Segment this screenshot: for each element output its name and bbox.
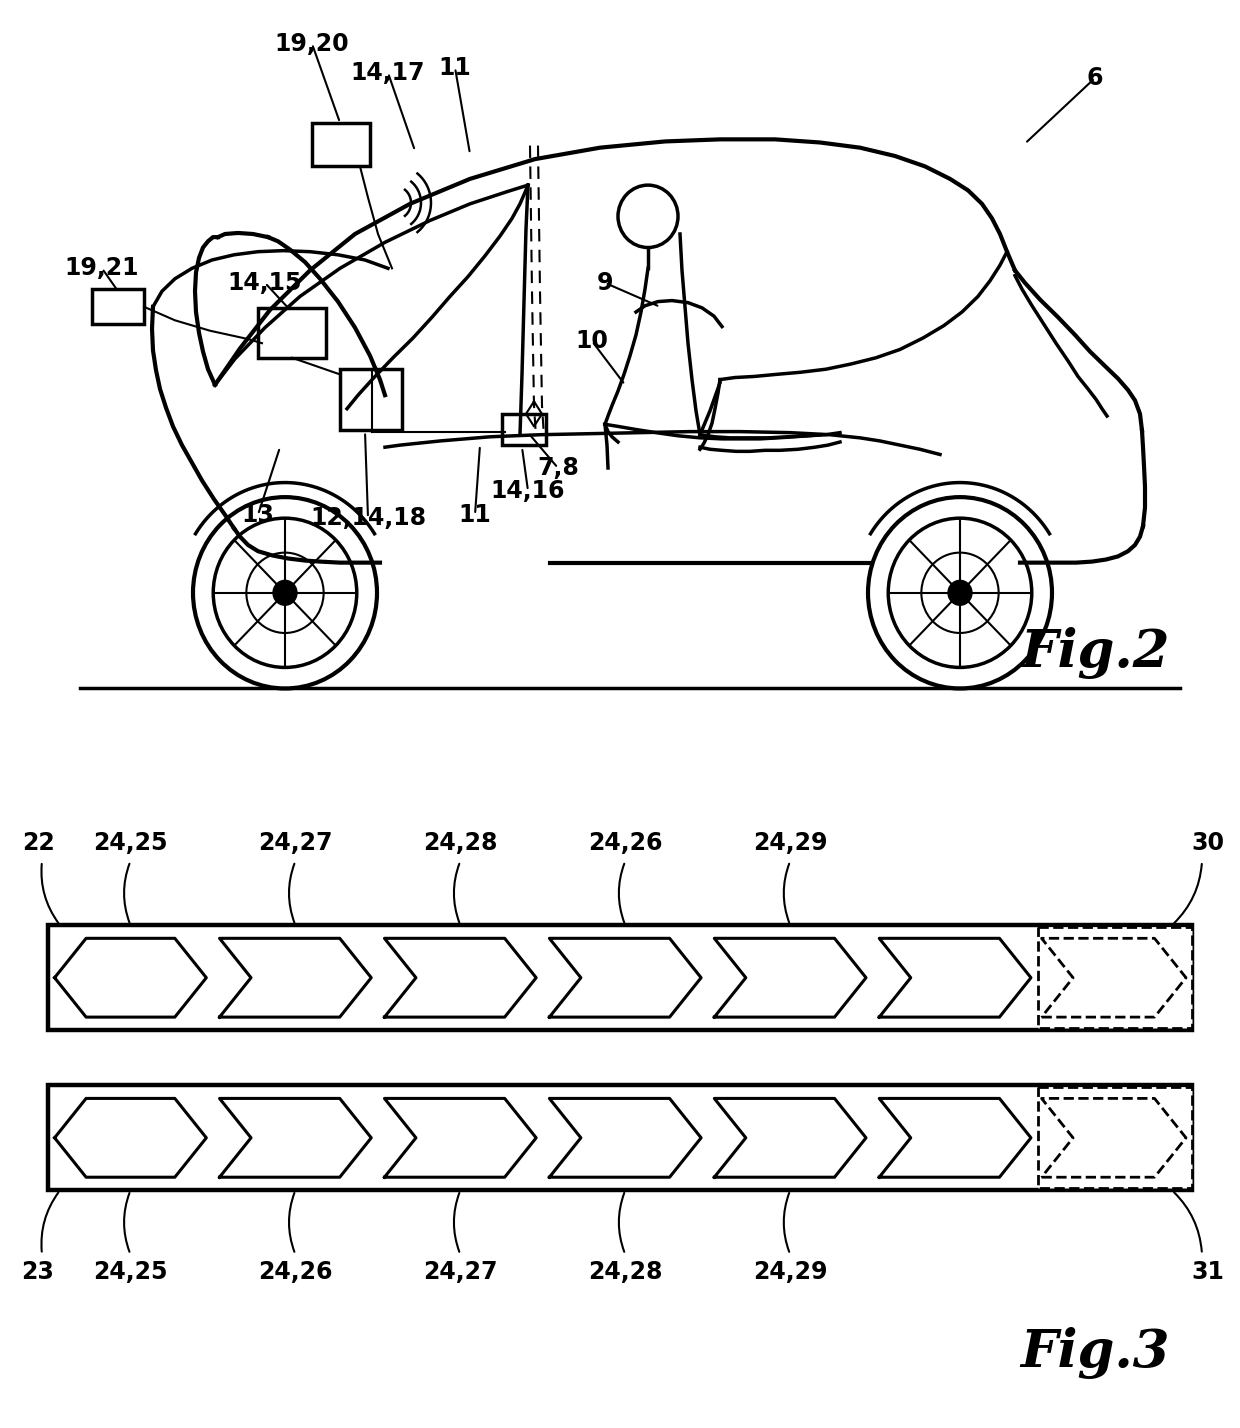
Text: 11: 11	[439, 56, 471, 80]
Bar	[1038, 927, 1192, 1028]
Text: 30: 30	[1192, 831, 1225, 855]
Text: 24,25: 24,25	[93, 831, 167, 855]
Text: Fig.2: Fig.2	[1021, 627, 1169, 680]
Text: 24,25: 24,25	[93, 1261, 167, 1284]
Text: 23: 23	[21, 1261, 55, 1284]
Text: 14,17: 14,17	[351, 61, 425, 84]
Text: 7,8: 7,8	[537, 456, 579, 480]
Bar	[48, 1085, 1192, 1191]
Circle shape	[273, 580, 296, 605]
Text: 12,14,18: 12,14,18	[310, 506, 427, 530]
Text: 24,27: 24,27	[258, 831, 332, 855]
Text: 6: 6	[1086, 66, 1104, 90]
Bar	[258, 308, 326, 358]
Text: 24,29: 24,29	[753, 831, 827, 855]
Text: 11: 11	[459, 503, 491, 527]
Text: Fig.3: Fig.3	[1021, 1327, 1169, 1379]
Text: 14,15: 14,15	[228, 271, 303, 294]
Bar	[502, 414, 546, 446]
Bar	[48, 925, 1192, 1030]
Text: 24,26: 24,26	[258, 1261, 332, 1284]
Bar	[1038, 1087, 1192, 1188]
Text: 24,26: 24,26	[588, 831, 662, 855]
Circle shape	[949, 580, 972, 605]
Text: 19,21: 19,21	[64, 256, 139, 280]
Text: 13: 13	[242, 503, 274, 527]
Text: 24,28: 24,28	[588, 1261, 662, 1284]
Bar	[312, 123, 370, 167]
Bar	[340, 370, 402, 430]
Text: 31: 31	[1192, 1261, 1224, 1284]
Text: 22: 22	[21, 831, 55, 855]
Text: 10: 10	[575, 328, 609, 353]
Text: 24,29: 24,29	[753, 1261, 827, 1284]
Text: 19,20: 19,20	[275, 31, 350, 56]
Text: 24,28: 24,28	[423, 831, 497, 855]
Text: 24,27: 24,27	[423, 1261, 497, 1284]
Text: 9: 9	[596, 271, 614, 294]
Bar	[92, 288, 144, 324]
Text: 14,16: 14,16	[491, 478, 565, 503]
